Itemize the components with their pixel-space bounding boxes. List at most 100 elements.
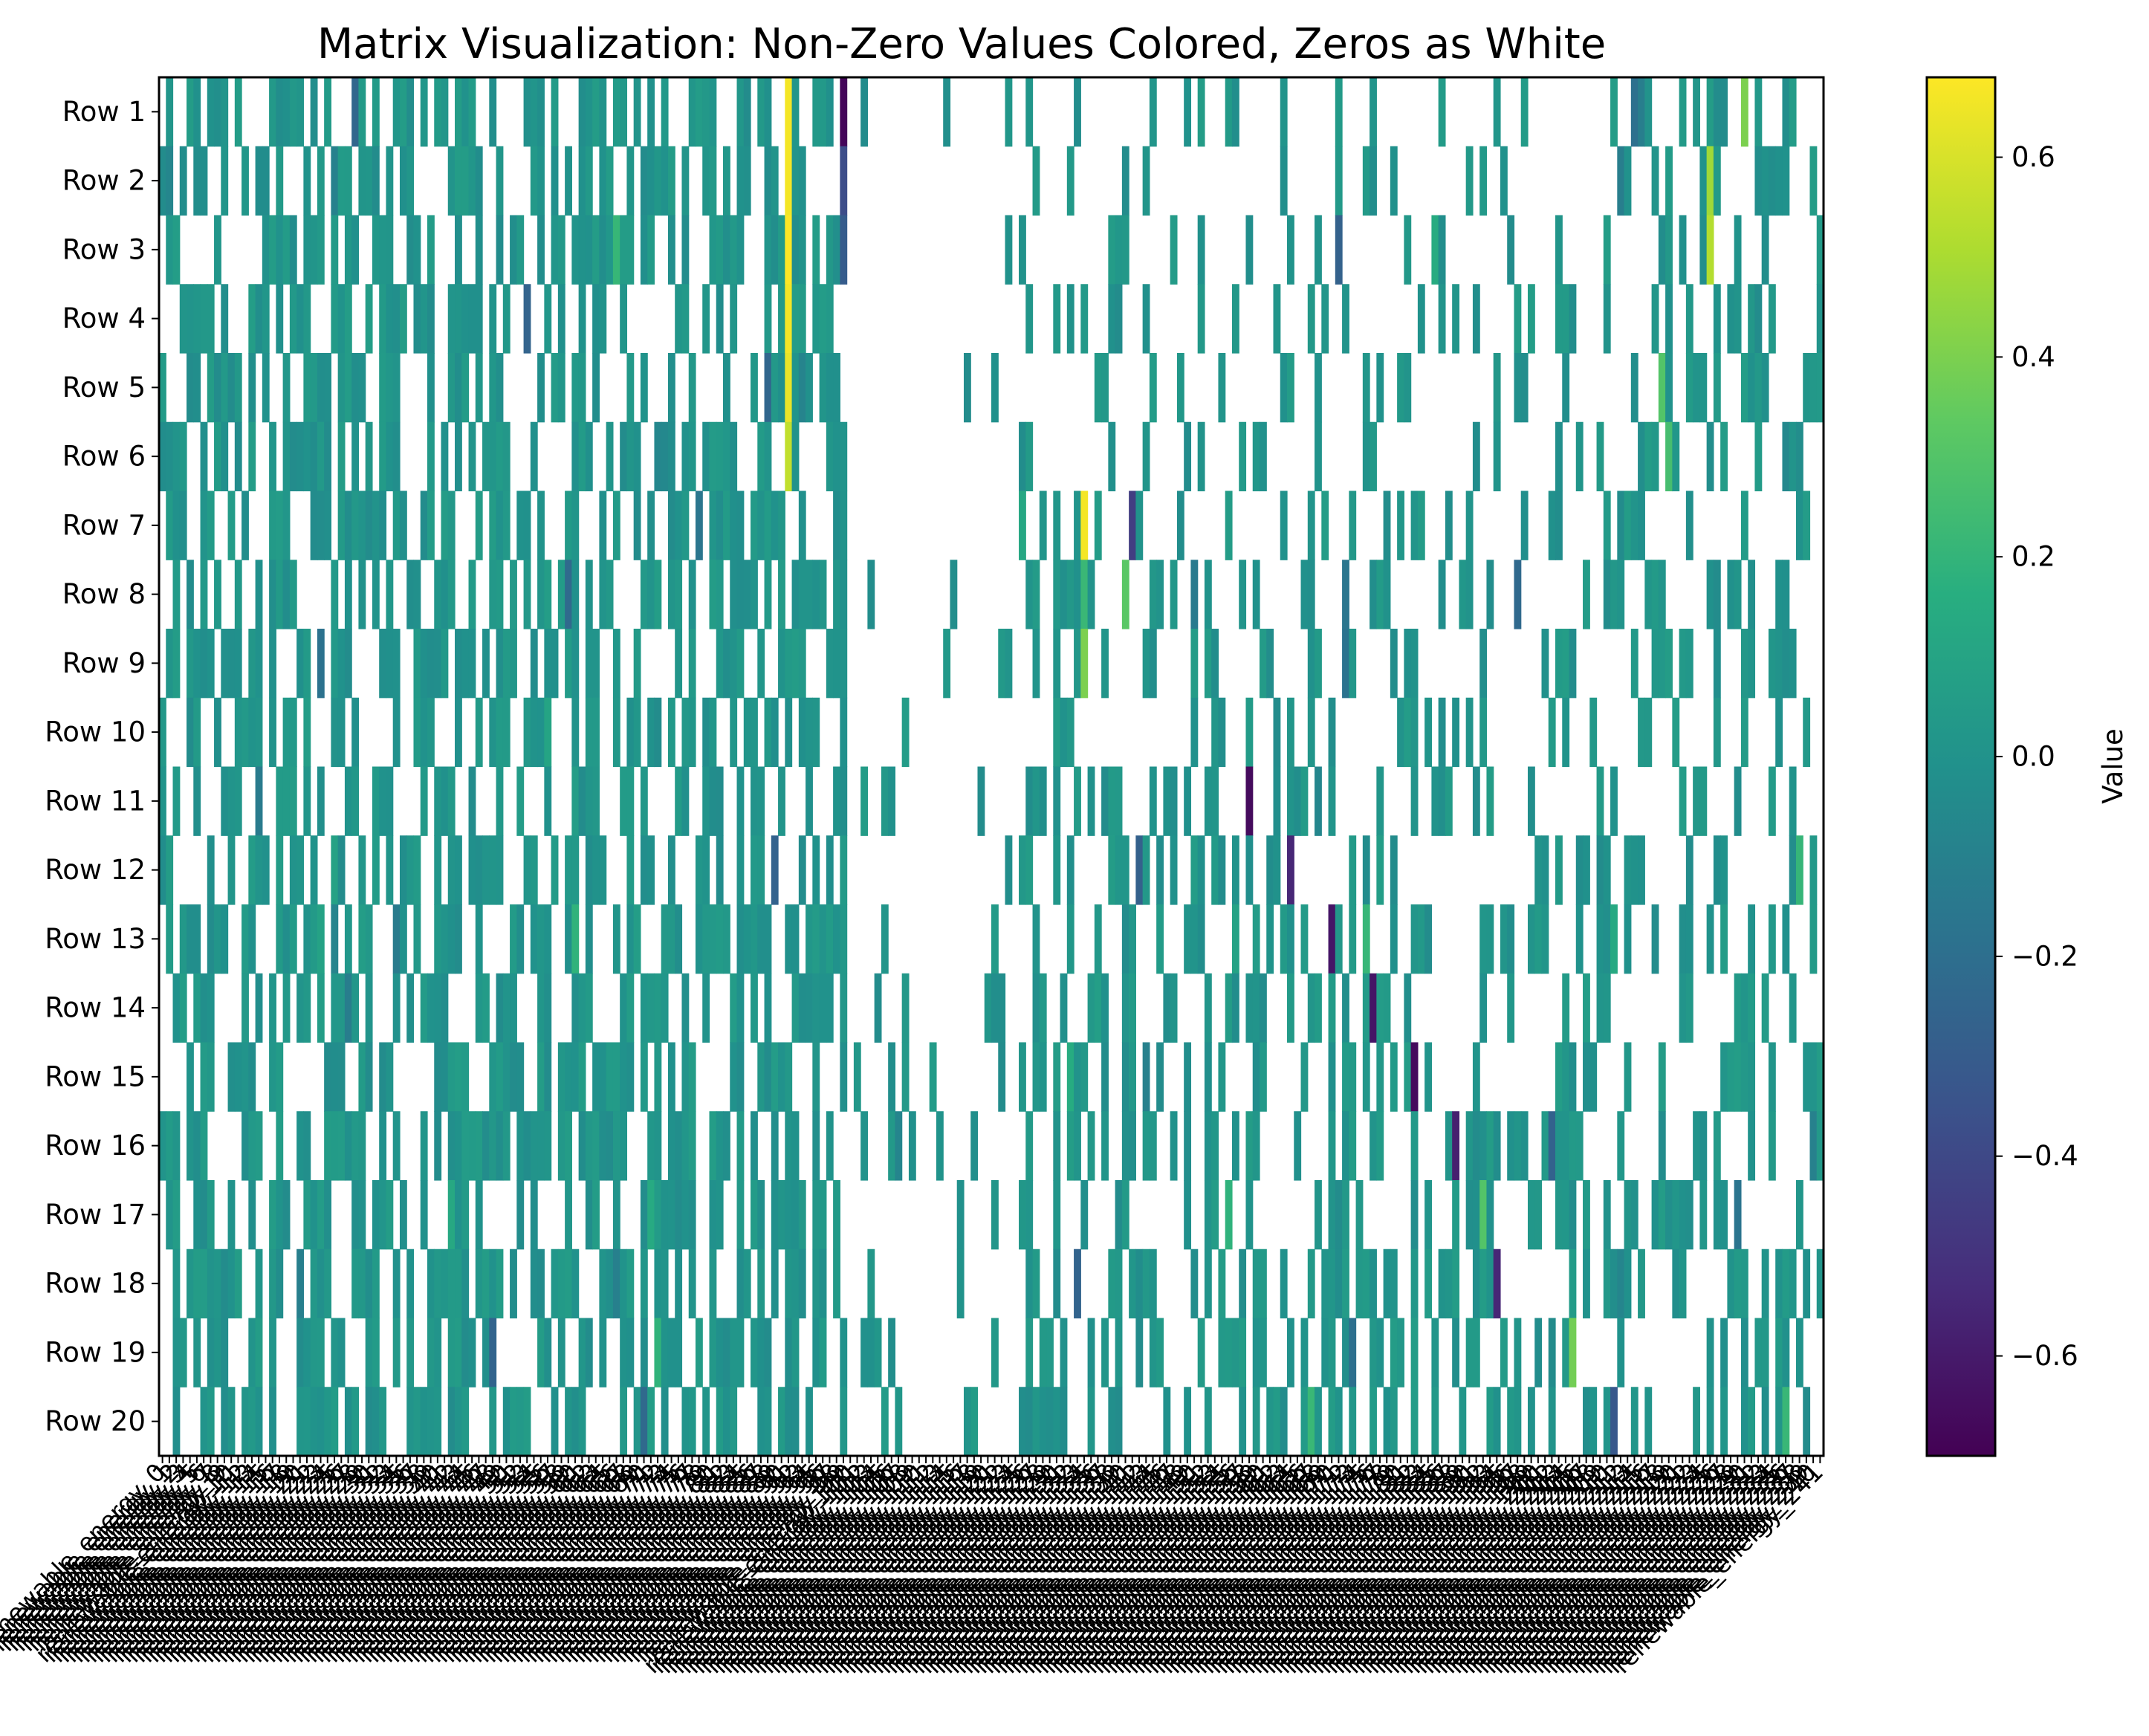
heatmap-cell [1803, 1248, 1811, 1319]
heatmap-cell [626, 1318, 635, 1387]
heatmap-cell [447, 1042, 456, 1112]
heatmap-cell [565, 1248, 572, 1319]
heatmap-cell [510, 560, 517, 629]
heatmap-cell [1699, 1111, 1708, 1181]
heatmap-cell [626, 1248, 635, 1319]
heatmap-cell [214, 697, 221, 768]
heatmap-cell [447, 560, 456, 629]
heatmap-cell [1335, 215, 1343, 285]
heatmap-cell [1197, 215, 1205, 285]
heatmap-cell [234, 766, 242, 836]
heatmap-cell [1548, 697, 1556, 768]
heatmap-cell [1809, 904, 1818, 974]
heatmap-cell [888, 1042, 896, 1112]
heatmap-cell [1115, 766, 1123, 836]
heatmap-cell [709, 904, 717, 974]
heatmap-cell [166, 490, 174, 560]
heatmap-cell [1342, 560, 1349, 629]
heatmap-cell [475, 146, 483, 216]
heatmap-cell [1390, 1248, 1398, 1319]
heatmap-cell [1087, 1111, 1095, 1181]
heatmap-cell [221, 146, 229, 216]
heatmap-cell [1589, 697, 1598, 768]
heatmap-cell [888, 1111, 896, 1181]
heatmap-cell [881, 766, 889, 836]
heatmap-cell [757, 835, 765, 905]
heatmap-cell [1720, 77, 1728, 147]
heatmap-cell [447, 284, 456, 354]
heatmap-cell [420, 629, 428, 699]
heatmap-cell [1025, 835, 1034, 905]
heatmap-cell [551, 215, 559, 285]
heatmap-cell [1527, 284, 1535, 354]
heatmap-cell [1349, 904, 1357, 974]
heatmap-cell [282, 1180, 291, 1250]
heatmap-cell [833, 1180, 840, 1250]
heatmap-cell [791, 353, 800, 423]
heatmap-cell [661, 421, 669, 492]
heatmap-cell [1472, 1318, 1480, 1387]
heatmap-cell [901, 1042, 910, 1112]
heatmap-cell [785, 1248, 793, 1319]
heatmap-cell [1562, 353, 1570, 423]
heatmap-cell [1273, 1387, 1281, 1457]
heatmap-cell [1768, 284, 1776, 354]
heatmap-cell [1170, 215, 1178, 285]
heatmap-cell [1108, 835, 1116, 905]
heatmap-cell [461, 146, 470, 216]
heatmap-cell [778, 284, 785, 354]
heatmap-cell [193, 284, 201, 354]
heatmap-cell [1685, 973, 1693, 1043]
heatmap-cell [324, 490, 332, 560]
heatmap-cell [1514, 560, 1522, 629]
heatmap-cell [516, 904, 525, 974]
heatmap-cell [1245, 1180, 1254, 1250]
heatmap-cell [1383, 1387, 1391, 1457]
heatmap-cell [736, 973, 745, 1043]
heatmap-cell [723, 1318, 730, 1387]
heatmap-cell [234, 560, 242, 629]
heatmap-cell [1748, 284, 1756, 354]
heatmap-cell [1651, 629, 1659, 699]
heatmap-cell [956, 1180, 965, 1250]
heatmap-cell [187, 1111, 194, 1181]
heatmap-cell [1328, 973, 1336, 1043]
heatmap-cell [282, 697, 291, 768]
heatmap-cell [1748, 1387, 1756, 1457]
heatmap-cell [1624, 835, 1632, 905]
heatmap-cell [1184, 1387, 1192, 1457]
heatmap-cell [1370, 1248, 1377, 1319]
heatmap-cell [337, 1111, 346, 1181]
heatmap-cell [1803, 697, 1811, 768]
heatmap-cell [1032, 766, 1040, 836]
heatmap-cell [269, 1248, 276, 1319]
heatmap-cell [1603, 1180, 1611, 1250]
heatmap-cell [282, 77, 291, 147]
heatmap-cell [1754, 146, 1763, 216]
heatmap-cell [166, 77, 174, 147]
heatmap-cell [716, 1387, 724, 1457]
heatmap-cell [840, 835, 848, 905]
heatmap-cell [1693, 1387, 1700, 1457]
heatmap-cell [1019, 1387, 1026, 1457]
heatmap-cell [296, 1318, 304, 1387]
heatmap-cell [654, 560, 662, 629]
heatmap-cell [1479, 629, 1488, 699]
heatmap-cell [379, 766, 387, 836]
heatmap-cell [778, 353, 785, 423]
heatmap-cell [516, 1180, 525, 1250]
heatmap-cell [654, 1180, 662, 1250]
heatmap-cell [392, 284, 401, 354]
heatmap-cell [1575, 1111, 1584, 1181]
heatmap-cell [1486, 1387, 1494, 1457]
heatmap-cell [1376, 766, 1384, 836]
heatmap-cell [833, 629, 840, 699]
heatmap-cell [1025, 766, 1034, 836]
heatmap-cell [1665, 629, 1673, 699]
heatmap-cell [1720, 1180, 1728, 1250]
heatmap-cell [406, 1387, 415, 1457]
heatmap-cell [791, 973, 800, 1043]
heatmap-cell [1355, 1180, 1364, 1250]
heatmap-cell [1569, 1318, 1577, 1387]
heatmap-cell [1548, 490, 1556, 560]
